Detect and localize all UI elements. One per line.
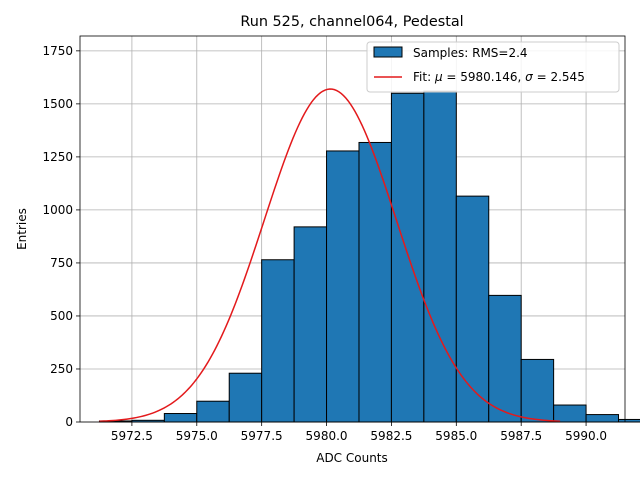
x-tick-label: 5985.0 [435,429,477,443]
histogram-bar [228,372,263,423]
y-tick-label: 1750 [42,44,73,58]
histogram-bar [390,92,425,423]
y-tick-label: 500 [50,309,73,323]
histogram-bar [163,413,198,423]
fit-curve [99,88,561,423]
x-tick-label: 5980.0 [306,429,348,443]
legend-label-fit: Fit: μ = 5980.146, σ = 2.545 [413,70,585,84]
histogram-bar [293,226,328,423]
x-tick-label: 5982.5 [370,429,412,443]
histogram-bar [358,141,392,423]
legend-box [366,41,620,93]
x-tick-label: 5972.5 [111,429,153,443]
legend-swatch-samples [373,46,403,58]
x-axis-ticks: 5972.5 5975.0 5977.5 5980.0 5982.5 5985.0 5987… [111,422,607,443]
y-tick-label: 750 [50,256,73,270]
histogram-bar [261,259,295,423]
histogram-bar [326,150,360,423]
y-tick-label: 1250 [42,150,73,164]
x-tick-label: 5977.5 [241,429,283,443]
legend-label-samples: Samples: RMS=2.4 [413,46,528,60]
histogram-bar [455,195,490,423]
chart-title: Run 525, channel064, Pedestal [240,14,463,30]
y-axis-ticks: 0 250 500 750 1000 1250 1500 1750 [42,44,80,429]
histogram-bar [423,90,457,423]
y-tick-label: 1000 [42,203,73,217]
y-tick-label: 0 [65,415,73,429]
histogram-bar [618,418,640,423]
y-axis-label: Entries [15,208,29,250]
histogram-bar [585,414,620,423]
histogram-bars [98,90,640,423]
histogram-bar [196,400,230,423]
x-axis-label: ADC Counts [316,451,388,465]
x-tick-label: 5987.5 [500,429,542,443]
histogram-bar [553,404,587,423]
plot-frame [79,35,626,423]
legend: Samples: RMS=2.4 Fit: μ = 5980.146, σ = … [366,41,620,93]
y-tick-label: 1500 [42,97,73,111]
histogram-bar [520,358,555,423]
histogram-bar [488,294,522,423]
x-tick-label: 5990.0 [565,429,607,443]
y-tick-label: 250 [50,362,73,376]
x-tick-label: 5975.0 [176,429,218,443]
